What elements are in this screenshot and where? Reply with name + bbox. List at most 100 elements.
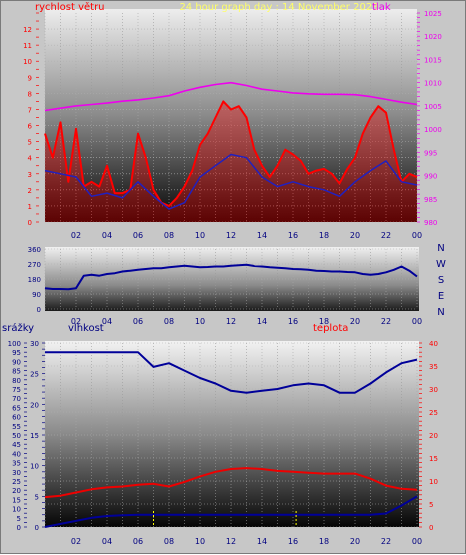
wind-y-tick-label: 8 xyxy=(28,90,32,98)
temperature-y-tick-label: 35 xyxy=(429,363,438,371)
direction-x-tick-label: 20 xyxy=(350,317,360,326)
rain-y-tick-label: 85 xyxy=(12,368,21,376)
compass-label: S xyxy=(438,275,444,286)
rain-y-tick-label: 45 xyxy=(12,441,21,449)
pressure-y-tick-label: 1020 xyxy=(424,33,442,41)
wind-y-tick-label: 3 xyxy=(28,171,32,179)
rain-y-tick-label: 50 xyxy=(12,432,21,440)
axis-layer: 0123456789101112980985990995100010051010… xyxy=(8,10,446,546)
humidity-y-tick-label: 5 xyxy=(35,493,39,501)
direction-line xyxy=(44,263,418,291)
rain-x-tick-label: 08 xyxy=(164,537,174,546)
direction-x-tick-label: 18 xyxy=(319,317,329,326)
rain-x-tick-label: 06 xyxy=(133,537,143,546)
rain-x-tick-label: 14 xyxy=(257,537,267,546)
wind-x-tick-label: 06 xyxy=(133,231,143,240)
compass-label: N xyxy=(437,307,444,318)
wind-x-tick-label: 22 xyxy=(381,231,391,240)
pressure-line xyxy=(44,81,418,112)
wind-x-tick-label: 04 xyxy=(102,231,112,240)
direction-y-tick-label: 0 xyxy=(37,306,41,314)
pressure-y-tick-label: 980 xyxy=(424,219,437,227)
rain-y-tick-label: 40 xyxy=(12,450,21,458)
rain-x-tick-label: 10 xyxy=(195,537,205,546)
direction-x-tick-label: 06 xyxy=(133,317,143,326)
direction-x-tick-label: 04 xyxy=(102,317,112,326)
temperature-y-tick-label: 20 xyxy=(429,432,438,440)
rain-y-tick-label: 25 xyxy=(12,478,21,486)
humidity-y-tick-label: 15 xyxy=(30,432,39,440)
wind-x-tick-label: 08 xyxy=(164,231,174,240)
direction-x-tick-label: 02 xyxy=(71,317,81,326)
pressure-y-tick-label: 1025 xyxy=(424,10,442,18)
rain-y-tick-label: 10 xyxy=(12,506,21,514)
wind-x-tick-label: 14 xyxy=(257,231,267,240)
direction-x-tick-label: 10 xyxy=(195,317,205,326)
wind-y-tick-label: 2 xyxy=(28,187,32,195)
rain-y-tick-label: 5 xyxy=(17,515,21,523)
wind-x-tick-label: 12 xyxy=(226,231,236,240)
chart-title: 24 hour graph day : 14 November 2023 xyxy=(179,2,378,13)
rain-y-tick-label: 0 xyxy=(17,524,21,532)
wind-y-tick-label: 6 xyxy=(28,123,33,131)
direction-x-tick-label: 22 xyxy=(381,317,391,326)
rain-y-tick-label: 55 xyxy=(12,423,21,431)
rain-label: srážky xyxy=(2,322,34,334)
rain-x-tick-label: 22 xyxy=(381,537,391,546)
pressure-y-tick-label: 995 xyxy=(424,149,437,157)
wind-y-tick-label: 4 xyxy=(28,155,33,163)
rain-y-tick-label: 75 xyxy=(12,386,21,394)
humidity-y-tick-label: 30 xyxy=(30,340,39,348)
wind-x-tick-label: 16 xyxy=(288,231,298,240)
temperature-y-tick-label: 25 xyxy=(429,409,438,417)
rain-y-tick-label: 20 xyxy=(12,487,21,495)
temperature-y-tick-label: 10 xyxy=(429,478,438,486)
wind-y-tick-label: 12 xyxy=(23,26,32,34)
direction-x-tick-label: 00 xyxy=(412,317,422,326)
rain-x-tick-label: 04 xyxy=(102,537,112,546)
wind-y-tick-label: 10 xyxy=(23,58,32,66)
direction-x-tick-label: 16 xyxy=(288,317,298,326)
temperature-label: teplota xyxy=(313,323,348,334)
wind-x-tick-label: 18 xyxy=(319,231,329,240)
temperature-y-tick-label: 15 xyxy=(429,455,438,463)
rain-y-tick-label: 95 xyxy=(12,349,21,357)
rain-x-tick-label: 00 xyxy=(412,537,422,546)
pressure-y-tick-label: 1000 xyxy=(424,126,442,134)
direction-y-tick-label: 180 xyxy=(28,276,41,284)
rain-y-tick-label: 35 xyxy=(12,460,21,468)
wind-y-tick-label: 0 xyxy=(28,219,32,227)
compass-label: E xyxy=(438,291,444,302)
wind-y-tick-label: 5 xyxy=(28,139,32,147)
pressure-label: tlak xyxy=(372,2,391,13)
humidity-y-tick-label: 0 xyxy=(35,524,39,532)
wind-gust-line xyxy=(44,100,418,207)
humidity-y-tick-label: 20 xyxy=(30,401,39,409)
rain-plot-area xyxy=(45,341,419,527)
wind-x-tick-label: 02 xyxy=(71,231,81,240)
rain-y-tick-label: 100 xyxy=(8,340,21,348)
series-layer xyxy=(44,81,418,528)
humidity-y-tick-label: 10 xyxy=(30,463,39,471)
wind-x-tick-label: 20 xyxy=(350,231,360,240)
wind-y-tick-label: 1 xyxy=(28,203,32,211)
direction-x-tick-label: 12 xyxy=(226,317,236,326)
humidity-line xyxy=(45,351,418,394)
direction-y-tick-label: 270 xyxy=(28,261,41,269)
wind-speed-label: rychlost větru xyxy=(35,1,105,13)
rain-x-tick-label: 16 xyxy=(288,537,298,546)
wind-gust-area xyxy=(45,101,417,222)
rain-line xyxy=(44,495,418,528)
pressure-y-tick-label: 1005 xyxy=(424,103,442,111)
temperature-y-tick-label: 0 xyxy=(429,524,433,532)
direction-x-tick-label: 08 xyxy=(164,317,174,326)
pressure-y-tick-label: 1015 xyxy=(424,56,442,64)
temperature-y-tick-label: 30 xyxy=(429,386,438,394)
wind-x-tick-label: 10 xyxy=(195,231,205,240)
pressure-y-tick-label: 990 xyxy=(424,173,437,181)
wind-average-line xyxy=(44,153,418,210)
temperature-y-tick-label: 5 xyxy=(429,501,433,509)
rain-y-tick-label: 15 xyxy=(12,496,21,504)
